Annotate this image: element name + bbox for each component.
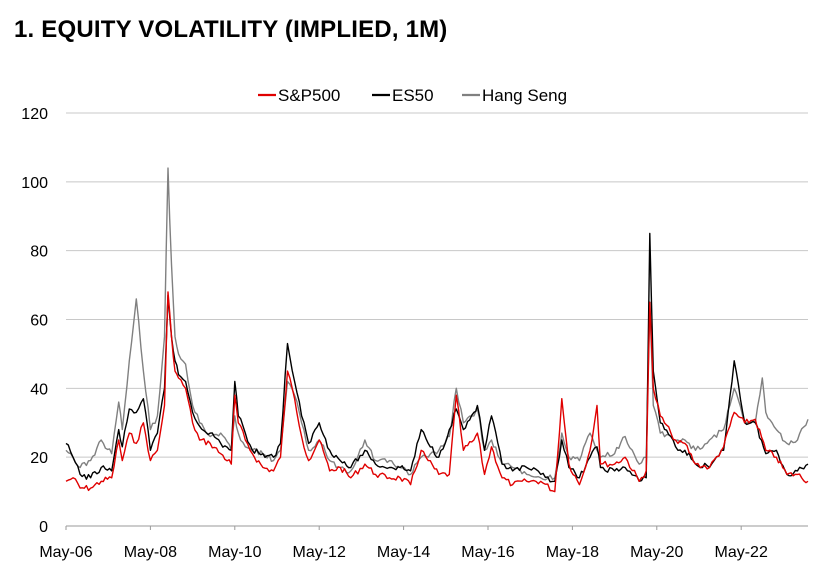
- x-tick-label: May-10: [208, 544, 261, 561]
- series-line-hang-seng: [65, 167, 809, 481]
- legend-label: S&P500: [278, 86, 340, 105]
- x-tick-label: May-22: [715, 544, 768, 561]
- y-tick-label: 100: [21, 175, 48, 192]
- chart-title: 1. EQUITY VOLATILITY (IMPLIED, 1M): [14, 16, 448, 43]
- legend-label: Hang Seng: [482, 86, 567, 105]
- y-axis-ticks: 0 20 40 60 80 100 120: [21, 106, 48, 536]
- x-tick-label: May-20: [630, 544, 683, 561]
- y-tick-label: 20: [30, 450, 48, 467]
- series-lines: [65, 167, 809, 493]
- x-axis-ticks: May-06 May-08 May-10 May-12 May-14 May-16 May-…: [39, 526, 768, 561]
- y-tick-label: 0: [39, 519, 48, 536]
- legend: S&P500 ES50 Hang Seng: [258, 86, 567, 105]
- x-tick-label: May-18: [546, 544, 599, 561]
- x-tick-label: May-08: [124, 544, 177, 561]
- x-tick-label: May-06: [39, 544, 92, 561]
- y-tick-label: 40: [30, 381, 48, 398]
- series-line-s-p500: [65, 291, 809, 493]
- x-tick-label: May-12: [293, 544, 346, 561]
- legend-label: ES50: [392, 86, 434, 105]
- y-tick-label: 60: [30, 313, 48, 330]
- x-tick-label: May-16: [461, 544, 514, 561]
- y-tick-label: 120: [21, 106, 48, 123]
- series-line-es50: [65, 232, 809, 483]
- y-tick-label: 80: [30, 244, 48, 261]
- x-tick-label: May-14: [377, 544, 430, 561]
